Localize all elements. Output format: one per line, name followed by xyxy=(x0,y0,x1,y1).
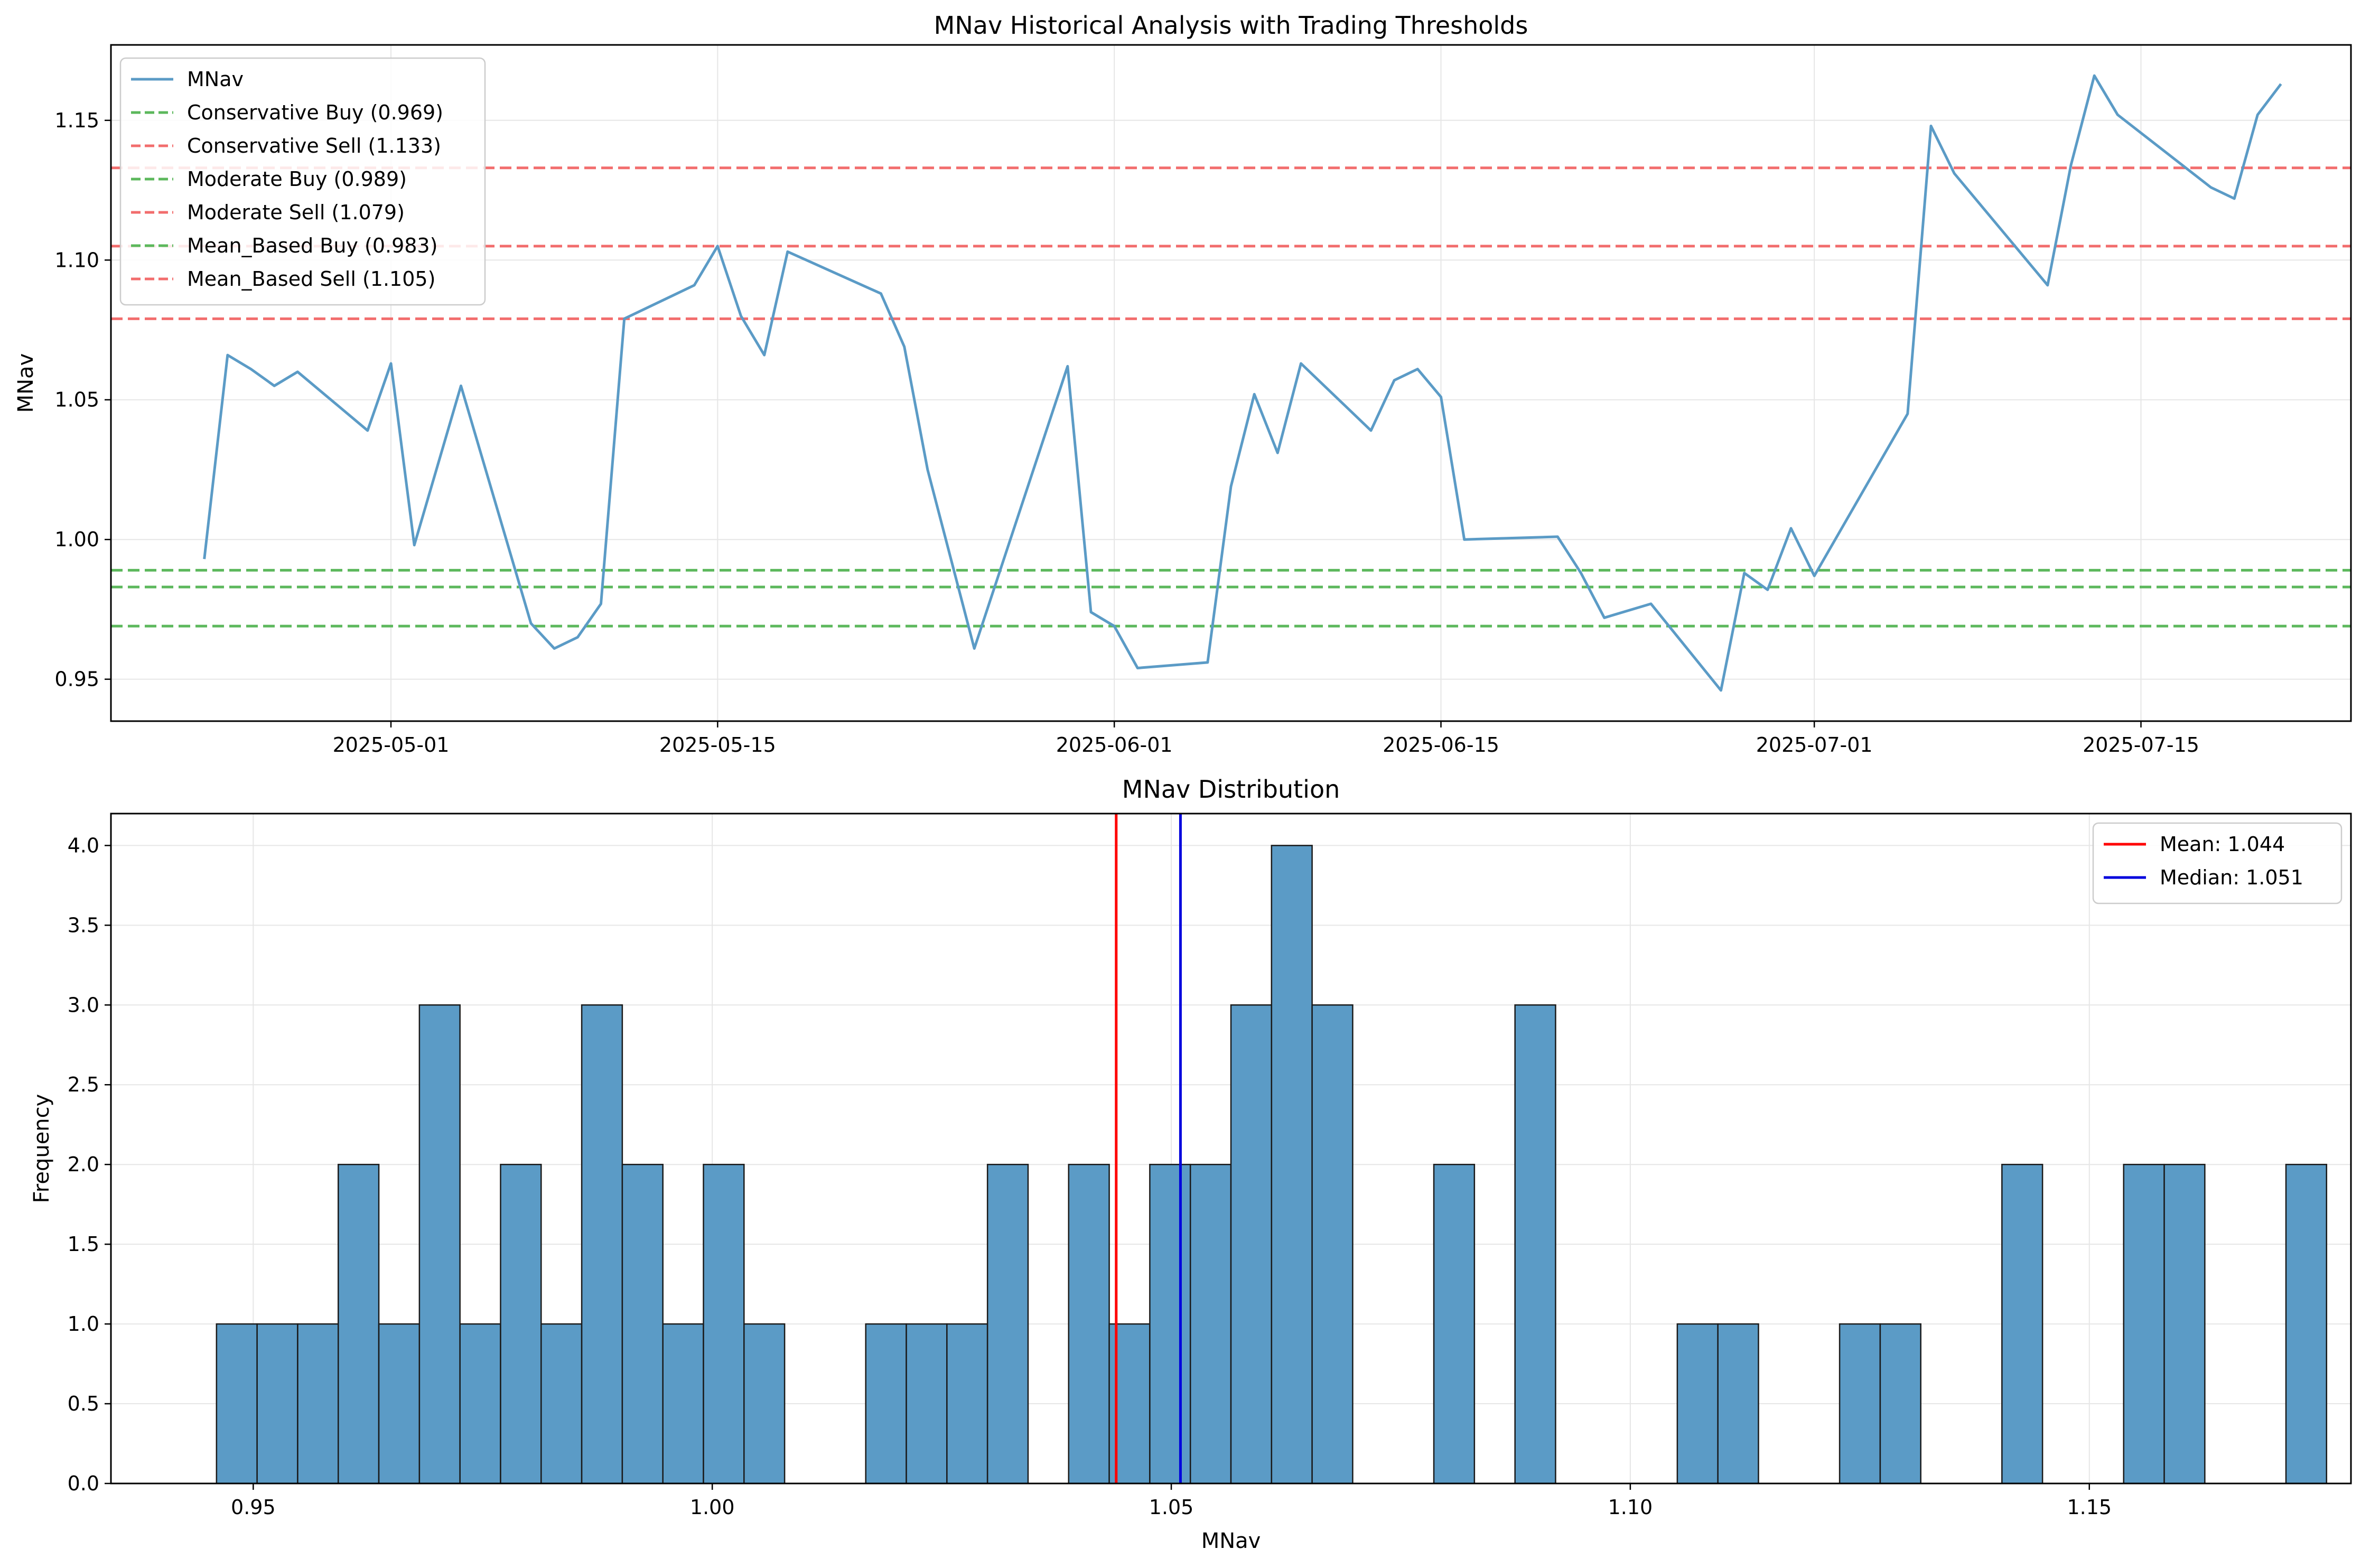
histogram-bar xyxy=(946,1323,988,1485)
histogram-bar xyxy=(1433,1163,1476,1485)
histogram-bar xyxy=(459,1323,501,1485)
histogram-bar xyxy=(216,1323,258,1485)
histogram-bar xyxy=(540,1323,583,1485)
histogram-bar xyxy=(1717,1323,1759,1485)
x-tick-label: 1.00 xyxy=(690,1496,735,1519)
x-tick-label: 2025-05-15 xyxy=(659,733,776,757)
x-tick-label: 2025-06-01 xyxy=(1056,733,1173,757)
y-tick-label: 1.15 xyxy=(54,109,99,132)
histogram-bar xyxy=(1068,1163,1110,1485)
histogram-bar xyxy=(378,1323,421,1485)
histogram-bar xyxy=(1189,1163,1232,1485)
legend-label: Conservative Sell (1.133) xyxy=(187,134,441,157)
y-tick-label: 2.5 xyxy=(68,1073,99,1096)
y-tick-label: 4.0 xyxy=(68,834,99,857)
x-tick-label: 0.95 xyxy=(231,1496,276,1519)
y-tick-label: 1.00 xyxy=(54,528,99,551)
x-tick-label: 2025-06-15 xyxy=(1383,733,1499,757)
histogram-bar xyxy=(906,1323,948,1485)
y-tick-label: 1.05 xyxy=(54,388,99,412)
legend-label: MNav xyxy=(187,68,244,91)
x-tick-label: 1.15 xyxy=(2067,1496,2112,1519)
legend-label: Mean: 1.044 xyxy=(2160,833,2285,856)
histogram-bar xyxy=(621,1163,664,1485)
x-tick-label: 2025-05-01 xyxy=(333,733,450,757)
x-tick-label: 2025-07-01 xyxy=(1756,733,1873,757)
histogram-bar xyxy=(1271,845,1313,1485)
histogram-y-label: Frequency xyxy=(30,1094,54,1203)
histogram-bar xyxy=(2285,1163,2328,1485)
histogram-chart: 0.95 1.00 1.05 1.10 1.15 0.0 0.5 1.0 1.5 2.0 2.5 3… xyxy=(30,775,2352,1553)
legend-label: Moderate Sell (1.079) xyxy=(187,201,405,224)
x-tick-label: 1.10 xyxy=(1608,1496,1653,1519)
y-tick-label: 2.0 xyxy=(68,1153,99,1176)
histogram-bar xyxy=(500,1163,542,1485)
histogram-frame xyxy=(110,813,2352,1485)
histogram-bar xyxy=(338,1163,380,1485)
histogram-bar xyxy=(297,1323,339,1485)
y-tick-label: 1.0 xyxy=(68,1312,99,1336)
legend-label: Mean_Based Sell (1.105) xyxy=(187,267,435,291)
line-chart-frame xyxy=(110,44,2352,722)
legend-label: Median: 1.051 xyxy=(2160,866,2303,889)
histogram-bar xyxy=(986,1163,1029,1485)
histogram-bar xyxy=(1149,1163,1191,1485)
legend-label: Conservative Buy (0.969) xyxy=(187,101,443,124)
histogram-bar xyxy=(743,1323,786,1485)
line-chart-y-label: MNav xyxy=(14,353,38,413)
histogram-bars xyxy=(216,845,2328,1485)
y-tick-label: 1.10 xyxy=(54,248,99,272)
y-tick-label: 0.5 xyxy=(68,1392,99,1415)
y-tick-label: 3.0 xyxy=(68,993,99,1016)
histogram-bar xyxy=(1676,1323,1719,1485)
line-chart-x-ticks: 2025-05-01 2025-05-15 2025-06-01 2025-06-15… xyxy=(333,721,2199,757)
histogram-legend: Mean: 1.044 Median: 1.051 xyxy=(2092,822,2343,904)
histogram-bar xyxy=(662,1323,704,1485)
y-tick-label: 3.5 xyxy=(68,913,99,937)
histogram-x-label: MNav xyxy=(1201,1529,1261,1553)
histogram-bar xyxy=(1230,1004,1273,1485)
y-tick-label: 0.0 xyxy=(68,1472,99,1495)
line-chart-legend: MNav Conservative Buy (0.969) Conservative… xyxy=(119,57,486,306)
line-chart-title: MNav Historical Analysis with Trading Th… xyxy=(934,11,1528,40)
histogram-bar xyxy=(2001,1163,2043,1485)
histogram-title: MNav Distribution xyxy=(1122,775,1340,804)
mnav-series xyxy=(203,74,2282,692)
histogram-bar xyxy=(1839,1323,1881,1485)
legend-box xyxy=(2092,822,2343,904)
histogram-bar xyxy=(2163,1163,2206,1485)
line-chart: 2025-05-01 2025-05-15 2025-06-01 2025-06-15… xyxy=(14,11,2352,757)
histogram-bar xyxy=(703,1163,745,1485)
line-chart-y-ticks: 0.95 1.00 1.05 1.10 1.15 xyxy=(54,109,111,691)
histogram-bar xyxy=(256,1323,298,1485)
histogram-bar xyxy=(1514,1004,1556,1485)
histogram-bar xyxy=(865,1323,907,1485)
legend-label: Mean_Based Buy (0.983) xyxy=(187,234,437,257)
x-tick-label: 1.05 xyxy=(1149,1496,1194,1519)
reference-lines xyxy=(1115,814,1182,1483)
histogram-bar xyxy=(1311,1004,1354,1485)
y-tick-label: 1.5 xyxy=(68,1233,99,1256)
histogram-bar xyxy=(418,1004,461,1485)
histogram-bar xyxy=(2123,1163,2165,1485)
histogram-bar xyxy=(1879,1323,1921,1485)
legend-box xyxy=(119,57,486,306)
x-tick-label: 2025-07-15 xyxy=(2083,733,2199,757)
mnav-line xyxy=(203,74,2282,692)
y-tick-label: 0.95 xyxy=(54,668,99,691)
legend-label: Moderate Buy (0.989) xyxy=(187,167,407,191)
histogram-x-ticks: 0.95 1.00 1.05 1.10 1.15 xyxy=(231,1483,2112,1519)
histogram-bar xyxy=(581,1004,623,1485)
histogram-y-ticks: 0.0 0.5 1.0 1.5 2.0 2.5 3.0 3.5 4.0 xyxy=(68,834,111,1495)
